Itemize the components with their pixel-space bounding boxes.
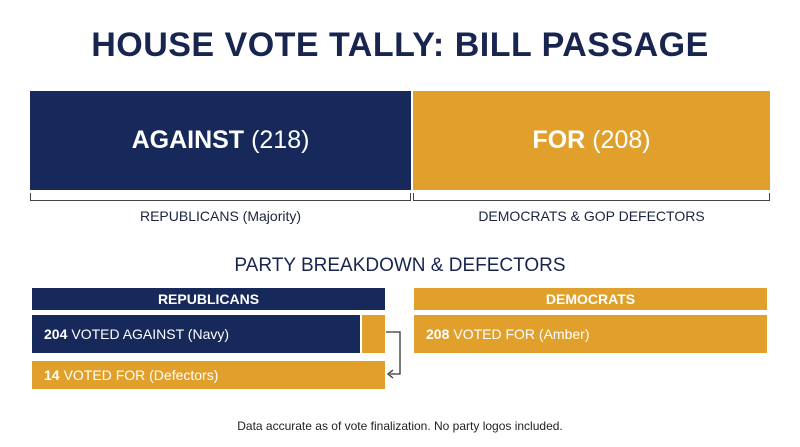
segment-republicans-for: 14 VOTED FOR (Defectors) xyxy=(32,361,385,389)
bar-value-against: (218) xyxy=(251,126,310,154)
bar-value-for: (208) xyxy=(592,126,651,154)
segment-value: 208 xyxy=(426,326,450,342)
segment-label: VOTED FOR (Amber) xyxy=(453,326,590,342)
total-bar-for: FOR (208) xyxy=(413,91,770,190)
bar-label-for: FOR xyxy=(532,126,586,154)
bar-label-against: AGAINST xyxy=(131,126,245,154)
group-label-republicans: REPUBLICANS (Majority) xyxy=(139,208,302,224)
bracket-right xyxy=(413,193,770,201)
group-label-democrats: DEMOCRATS & GOP DEFECTORS xyxy=(478,208,705,224)
party-header-democrats: DEMOCRATS xyxy=(414,288,767,310)
footnote: Data accurate as of vote finalization. N… xyxy=(237,419,563,433)
segment-republicans-defector-stub xyxy=(362,315,385,353)
chart-title: HOUSE VOTE TALLY: BILL PASSAGE xyxy=(91,26,709,64)
segment-democrats-for: 208 VOTED FOR (Amber) xyxy=(414,315,767,353)
bracket-left xyxy=(30,193,411,201)
party-header-republicans: REPUBLICANS xyxy=(32,288,385,310)
segment-republicans-against: 204 VOTED AGAINST (Navy) xyxy=(32,315,360,353)
segment-label: VOTED FOR (Defectors) xyxy=(63,367,219,383)
segment-label: VOTED AGAINST (Navy) xyxy=(71,326,230,342)
defector-arrow xyxy=(386,331,401,379)
segment-value: 14 xyxy=(44,367,60,383)
breakdown-title: PARTY BREAKDOWN & DEFECTORS xyxy=(234,255,566,276)
segment-value: 204 xyxy=(44,326,68,342)
total-bar-against: AGAINST (218) xyxy=(30,91,411,190)
